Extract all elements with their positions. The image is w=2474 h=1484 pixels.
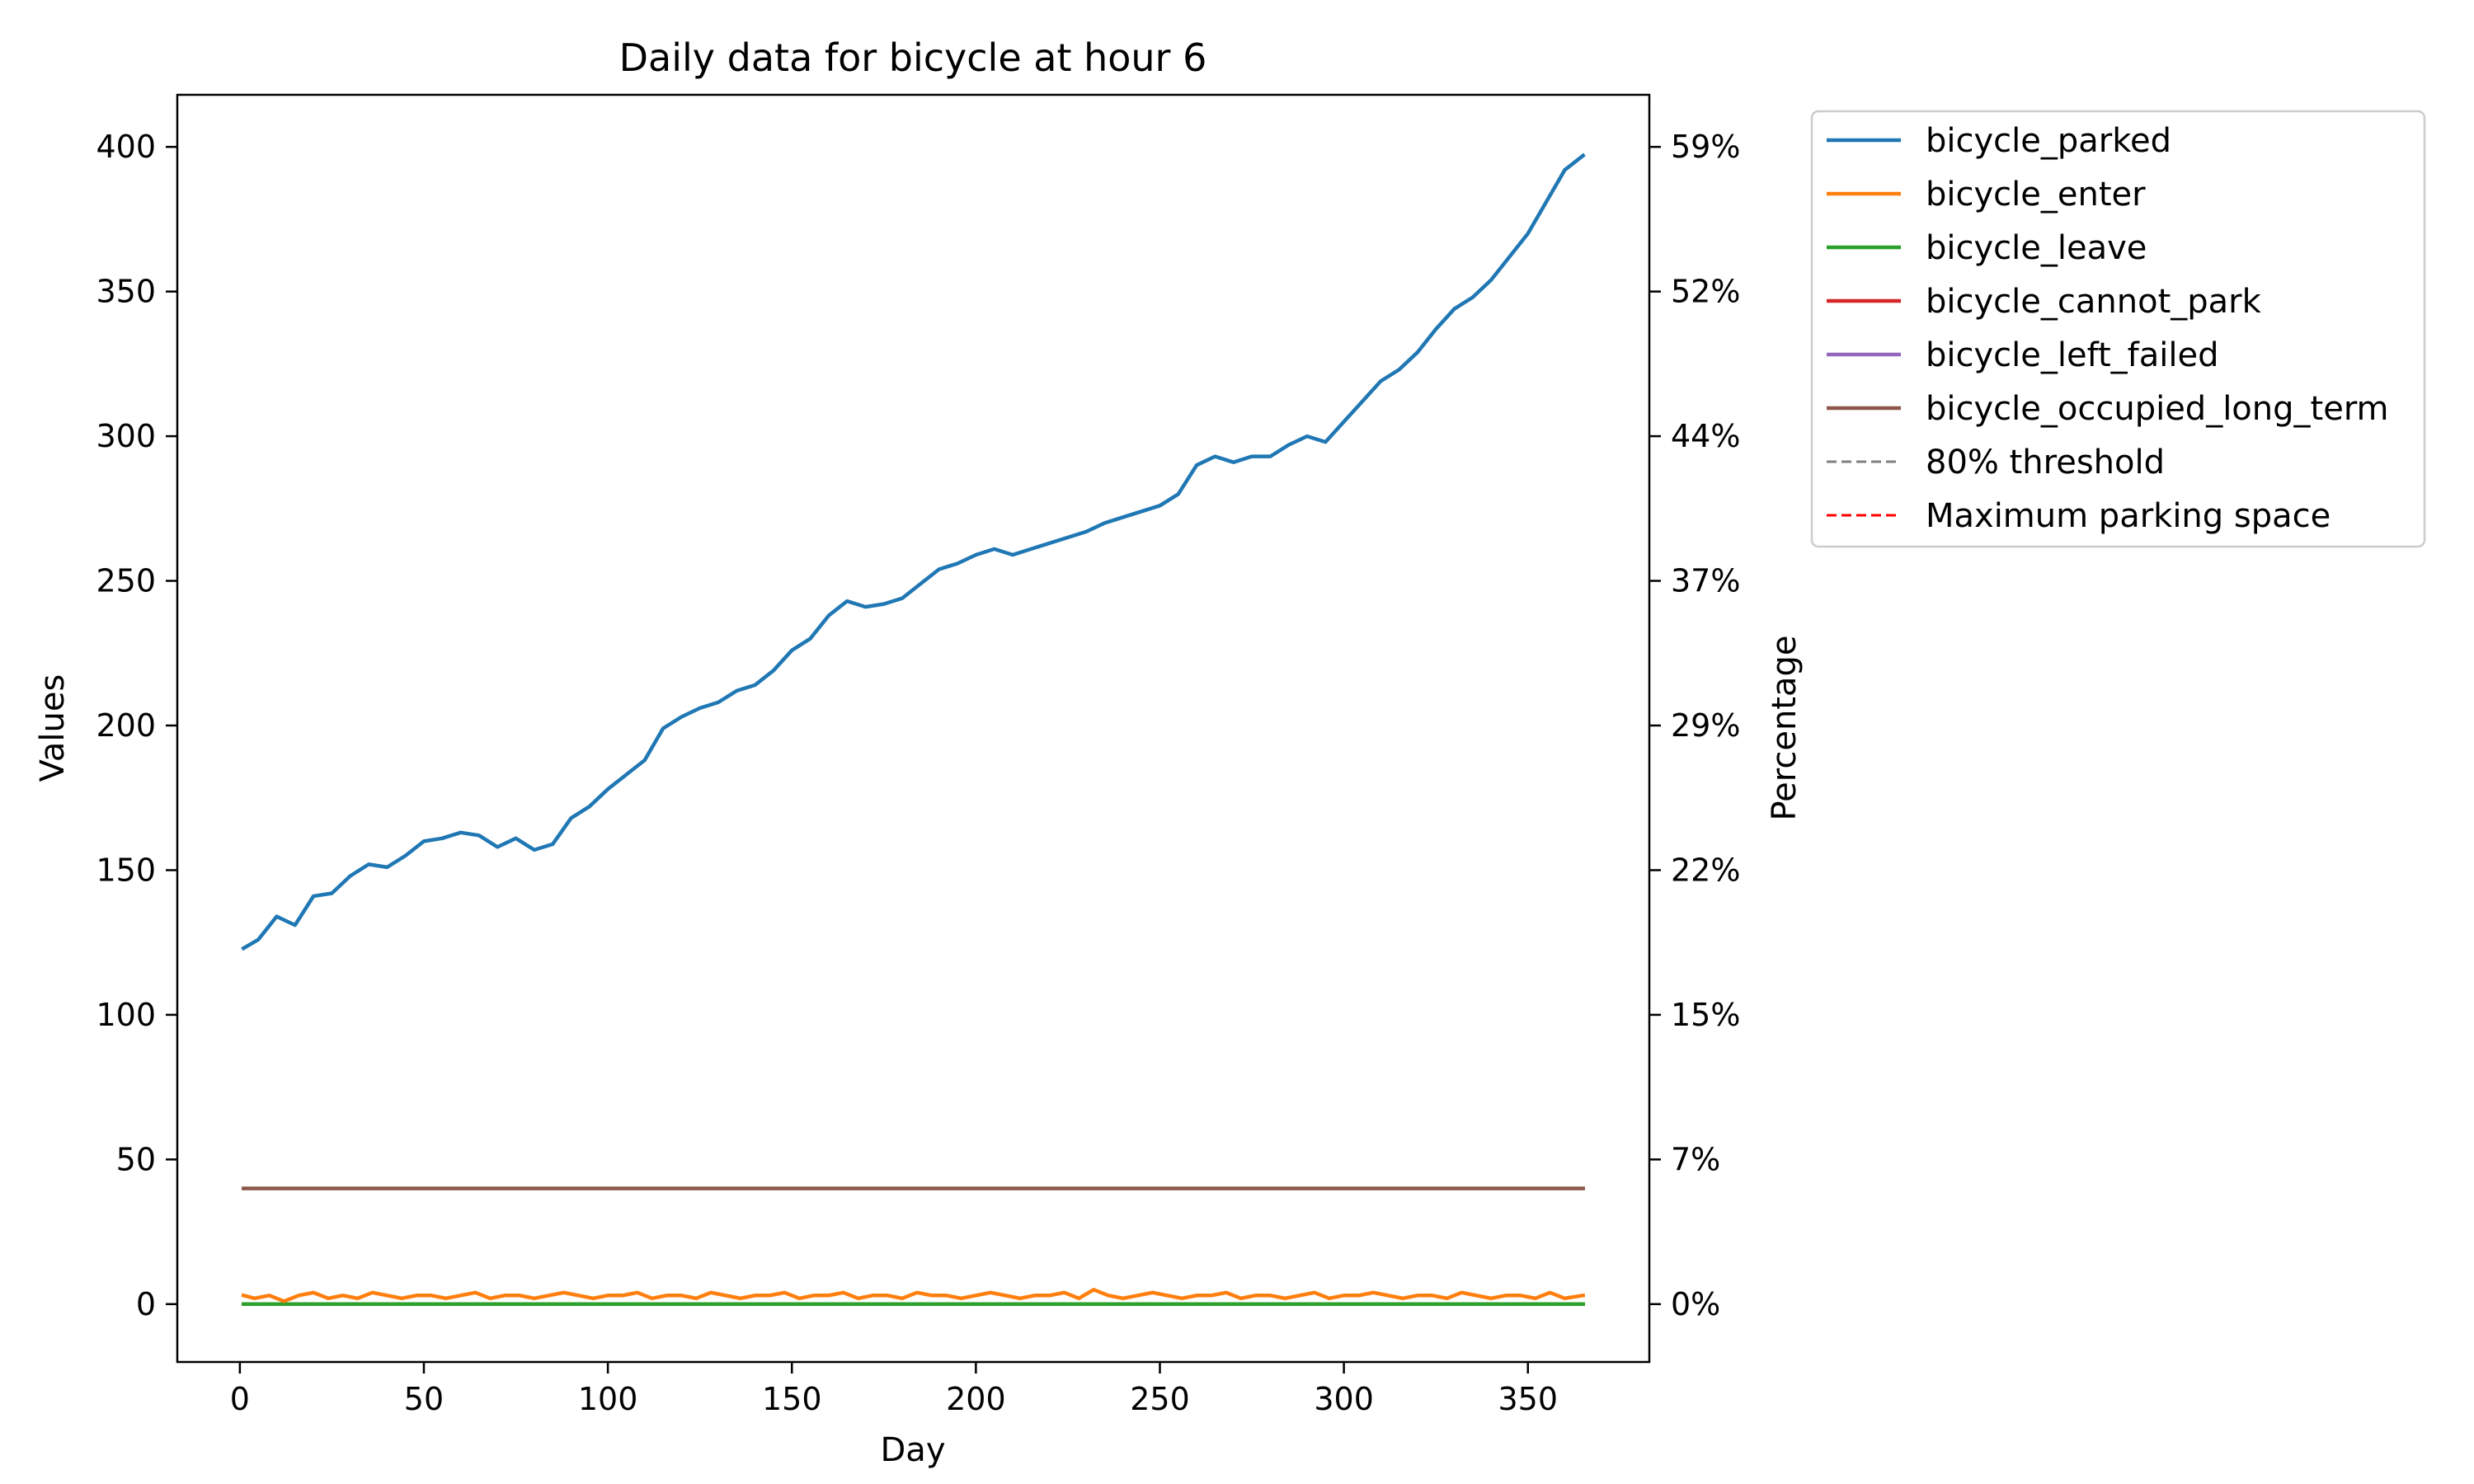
legend-label: bicycle_cannot_park <box>1926 283 2262 321</box>
x-axis-label: Day <box>881 1431 946 1469</box>
legend-box <box>1810 110 2426 548</box>
x-tick-label: 150 <box>762 1381 822 1417</box>
y-tick-label: 150 <box>96 852 156 888</box>
x-tick-label: 50 <box>404 1381 444 1417</box>
y2-axis-ticks: 0% 7% 15% 22% 29% 37% 44% 52% 59% <box>1649 129 1740 1322</box>
legend-label: bicycle_occupied_long_term <box>1926 390 2389 428</box>
y-tick-label: 250 <box>96 563 156 599</box>
y2-tick-label: 52% <box>1671 274 1740 310</box>
legend-label: Maximum parking space <box>1926 497 2331 535</box>
x-tick-label: 0 <box>230 1381 250 1417</box>
y2-tick-label: 59% <box>1671 129 1740 165</box>
legend-label: bicycle_left_failed <box>1926 336 2219 374</box>
x-tick-label: 200 <box>946 1381 1006 1417</box>
x-axis-ticks: 0 50 100 150 200 250 300 350 <box>230 1362 1558 1417</box>
legend: bicycle_parked bicycle_enter bicycle_leave… <box>1810 110 2426 548</box>
y2-tick-label: 37% <box>1671 563 1740 599</box>
y-tick-label: 200 <box>96 707 156 744</box>
y-tick-label: 0 <box>136 1286 156 1322</box>
y2-tick-label: 0% <box>1671 1286 1720 1322</box>
y-axis-ticks: 0 50 100 150 200 250 300 350 400 <box>96 129 177 1322</box>
y2-tick-label: 7% <box>1671 1141 1720 1177</box>
series-layer <box>241 153 1586 1307</box>
series-line-bicycle-parked <box>241 153 1586 951</box>
chart-title: Daily data for bicycle at hour 6 <box>619 35 1207 80</box>
y-axis-label: Values <box>34 674 72 782</box>
legend-label: bicycle_parked <box>1926 122 2171 160</box>
x-tick-label: 300 <box>1314 1381 1374 1417</box>
y-tick-label: 400 <box>96 129 156 165</box>
legend-label: 80% threshold <box>1926 444 2165 481</box>
x-tick-label: 100 <box>578 1381 638 1417</box>
x-tick-label: 350 <box>1498 1381 1558 1417</box>
x-tick-label: 250 <box>1130 1381 1190 1417</box>
y2-axis-label: Percentage <box>1766 635 1804 820</box>
legend-label: bicycle_enter <box>1926 176 2146 214</box>
y2-tick-label: 22% <box>1671 852 1740 888</box>
legend-label: bicycle_leave <box>1926 229 2147 267</box>
y-tick-label: 300 <box>96 418 156 454</box>
plot-area <box>176 93 1651 1364</box>
y2-tick-label: 29% <box>1671 707 1740 744</box>
series-line-bicycle-enter <box>241 1288 1586 1303</box>
y-tick-label: 50 <box>116 1141 156 1177</box>
y-tick-label: 350 <box>96 274 156 310</box>
y2-tick-label: 44% <box>1671 418 1740 454</box>
y2-tick-label: 15% <box>1671 997 1740 1033</box>
y-tick-label: 100 <box>96 997 156 1033</box>
